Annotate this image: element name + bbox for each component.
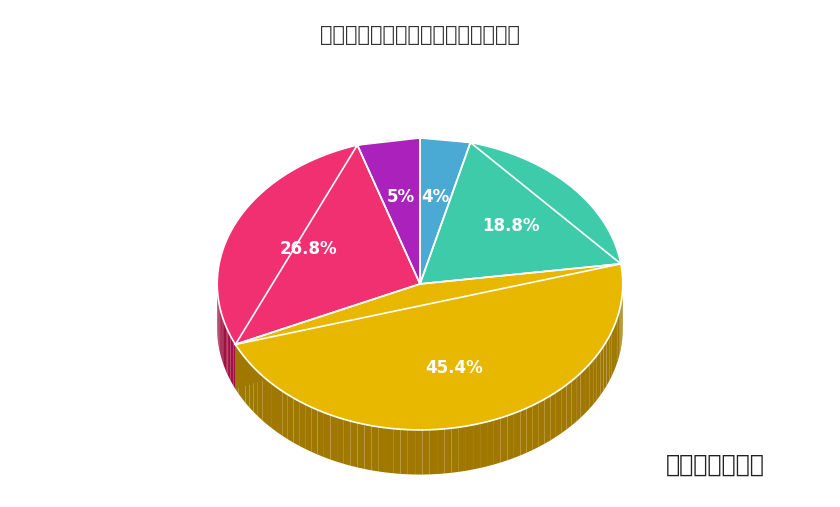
Polygon shape <box>226 327 228 375</box>
Text: 4%: 4% <box>421 188 449 206</box>
Polygon shape <box>452 427 459 473</box>
Polygon shape <box>617 311 619 361</box>
Polygon shape <box>318 410 324 457</box>
Polygon shape <box>544 396 550 444</box>
Polygon shape <box>407 429 415 475</box>
Polygon shape <box>401 429 407 474</box>
Polygon shape <box>235 284 420 389</box>
Polygon shape <box>235 344 239 394</box>
Polygon shape <box>566 381 571 429</box>
Polygon shape <box>277 387 282 436</box>
Polygon shape <box>538 399 544 447</box>
Polygon shape <box>299 401 305 449</box>
Polygon shape <box>561 385 566 433</box>
Polygon shape <box>514 411 520 458</box>
Polygon shape <box>589 360 593 409</box>
Polygon shape <box>597 351 601 400</box>
Polygon shape <box>621 301 622 350</box>
Polygon shape <box>371 426 379 472</box>
Polygon shape <box>225 324 226 372</box>
Polygon shape <box>437 429 444 474</box>
Polygon shape <box>501 416 507 462</box>
Polygon shape <box>230 336 232 383</box>
Polygon shape <box>262 376 267 424</box>
Polygon shape <box>420 142 621 284</box>
Text: 26.8%: 26.8% <box>280 240 338 258</box>
Polygon shape <box>603 341 606 391</box>
Polygon shape <box>324 413 330 459</box>
Polygon shape <box>218 145 420 344</box>
Polygon shape <box>312 407 318 455</box>
Text: 転職経験者が自己分析をやった割合: 転職経験者が自己分析をやった割合 <box>320 25 520 45</box>
Polygon shape <box>556 389 561 437</box>
Polygon shape <box>350 421 358 467</box>
Text: 自己分析まにあ: 自己分析まにあ <box>665 453 764 477</box>
Polygon shape <box>609 332 612 381</box>
Polygon shape <box>423 430 430 475</box>
Polygon shape <box>616 316 617 366</box>
Polygon shape <box>420 138 470 284</box>
Polygon shape <box>267 380 272 428</box>
Polygon shape <box>614 321 616 371</box>
Polygon shape <box>222 315 223 363</box>
Polygon shape <box>272 384 277 432</box>
Polygon shape <box>239 349 242 399</box>
Polygon shape <box>232 339 234 386</box>
Polygon shape <box>357 138 420 284</box>
Polygon shape <box>619 306 621 355</box>
Polygon shape <box>337 417 344 464</box>
Polygon shape <box>288 394 293 443</box>
Polygon shape <box>580 369 585 418</box>
Polygon shape <box>466 425 473 471</box>
Polygon shape <box>459 426 466 472</box>
Polygon shape <box>601 346 603 395</box>
Polygon shape <box>235 264 622 430</box>
Polygon shape <box>386 428 393 473</box>
Polygon shape <box>344 419 350 466</box>
Polygon shape <box>379 427 386 473</box>
Polygon shape <box>533 402 538 450</box>
Polygon shape <box>415 430 423 475</box>
Polygon shape <box>444 428 452 474</box>
Polygon shape <box>249 363 254 412</box>
Polygon shape <box>221 312 222 359</box>
Polygon shape <box>494 418 501 464</box>
Polygon shape <box>282 391 288 439</box>
Polygon shape <box>507 413 514 460</box>
Polygon shape <box>430 429 437 475</box>
Polygon shape <box>480 422 487 468</box>
Polygon shape <box>358 423 365 469</box>
Polygon shape <box>254 367 258 416</box>
Polygon shape <box>228 330 229 378</box>
Polygon shape <box>527 405 533 453</box>
Polygon shape <box>393 428 401 474</box>
Polygon shape <box>473 423 480 469</box>
Polygon shape <box>585 365 589 413</box>
Polygon shape <box>242 354 245 403</box>
Text: 45.4%: 45.4% <box>425 359 483 377</box>
Polygon shape <box>245 358 249 408</box>
Polygon shape <box>612 327 614 376</box>
Text: 18.8%: 18.8% <box>482 216 539 235</box>
Polygon shape <box>593 355 597 405</box>
Polygon shape <box>330 415 337 462</box>
Polygon shape <box>365 424 371 470</box>
Polygon shape <box>223 321 225 369</box>
Polygon shape <box>234 342 235 389</box>
Polygon shape <box>576 373 580 422</box>
Polygon shape <box>229 333 230 380</box>
Polygon shape <box>293 398 299 446</box>
Polygon shape <box>235 284 420 389</box>
Text: 5%: 5% <box>387 189 415 206</box>
Polygon shape <box>550 392 556 441</box>
Polygon shape <box>258 372 262 420</box>
Polygon shape <box>571 377 576 426</box>
Polygon shape <box>305 404 312 452</box>
Polygon shape <box>606 336 609 386</box>
Polygon shape <box>520 408 527 455</box>
Polygon shape <box>487 420 494 466</box>
